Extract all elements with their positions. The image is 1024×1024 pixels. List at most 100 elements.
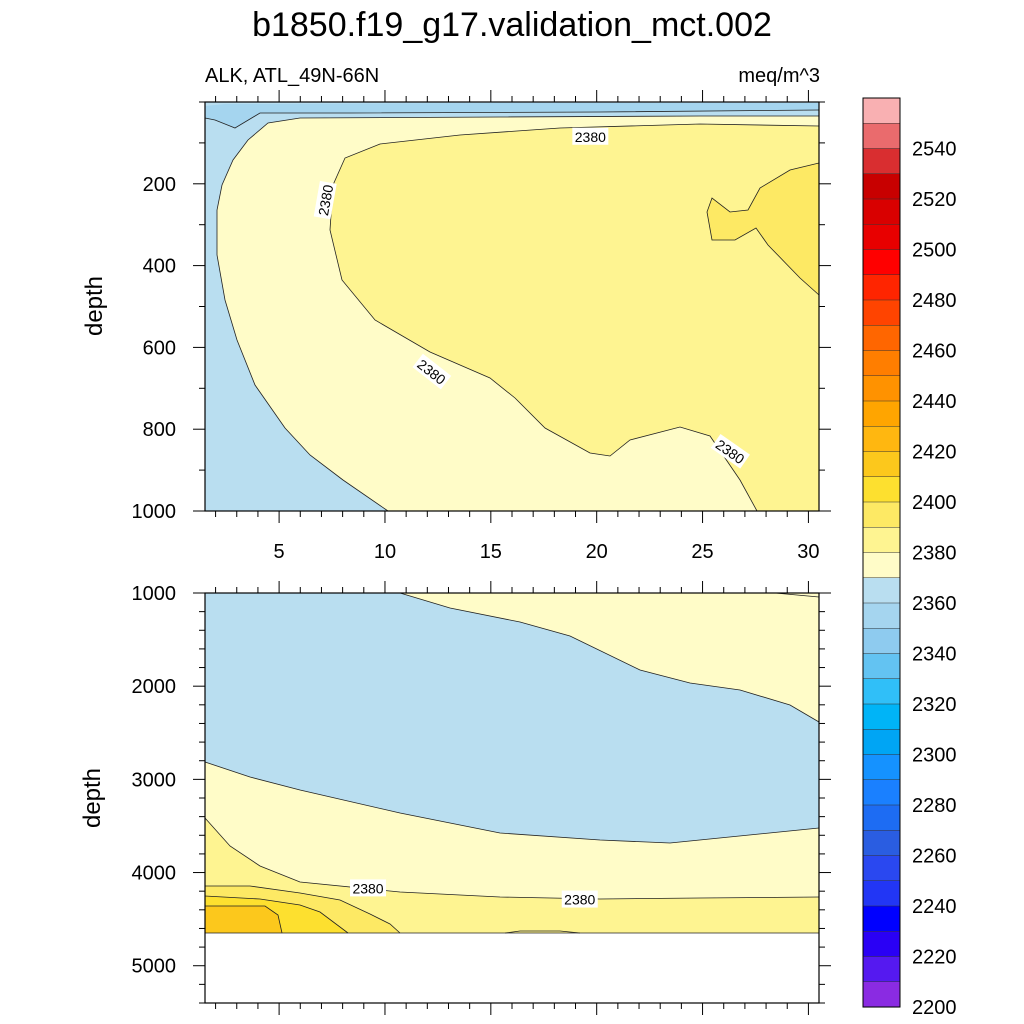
lower-no-data <box>205 933 819 1003</box>
lower-fill-c2360 <box>205 593 819 843</box>
colorbar-swatch <box>862 628 901 655</box>
colorbar-swatch <box>862 804 901 831</box>
lower-fill-c2410 <box>205 906 282 933</box>
upper-line-2350 <box>204 109 820 129</box>
colorbar-swatch <box>862 451 901 478</box>
upper-line-2380 <box>329 123 820 512</box>
y-tick-label: 800 <box>143 419 176 441</box>
upper-fill-c2380 <box>330 124 819 511</box>
colorbar-swatch <box>862 148 901 175</box>
x-tick-label: 30 <box>797 541 819 563</box>
upper-y-axis: 200 400 600 800 1000 <box>132 101 831 523</box>
colorbar-swatch <box>862 501 901 528</box>
colorbar-swatch <box>862 577 901 604</box>
y-tick-label: 1000 <box>132 583 177 605</box>
lower-line-top <box>774 592 820 598</box>
colorbar-swatch <box>862 779 901 806</box>
lower-contour-lines <box>204 592 820 934</box>
colorbar-swatch <box>862 527 901 554</box>
contour-label: 2380 <box>350 879 387 897</box>
contour-label-bg <box>710 433 750 469</box>
colorbar-swatch <box>862 754 901 781</box>
lower-line-2390 <box>205 885 401 934</box>
colorbar-swatch <box>862 981 901 1008</box>
upper-fill-c2360 <box>205 102 819 511</box>
colorbar-swatch <box>862 400 901 427</box>
lower-x-axis <box>215 581 809 1015</box>
upper-fill-c2390 <box>707 163 819 295</box>
lower-y-axis: 1000 2000 3000 4000 5000 <box>132 583 831 1004</box>
y-tick-label: 3000 <box>132 769 177 791</box>
colorbar-swatch <box>862 224 901 251</box>
colorbar-swatch <box>862 426 901 453</box>
colorbar-swatch <box>862 653 901 680</box>
variable-label: ALK, ATL_49N-66N <box>205 65 379 87</box>
colorbar-swatch <box>862 476 901 503</box>
upper-line-2390 <box>706 162 820 296</box>
colorbar-label: 2340 <box>912 644 957 666</box>
contour-label: 2380 <box>313 180 337 220</box>
upper-fills <box>205 102 819 511</box>
colorbar-swatch <box>862 931 901 958</box>
colorbar-swatch <box>862 602 901 629</box>
colorbar-label: 2280 <box>912 795 957 817</box>
colorbar-swatch <box>862 325 901 352</box>
colorbar-swatch <box>862 855 901 882</box>
contour-label-text: 2380 <box>315 183 336 217</box>
y-tick-label: 4000 <box>132 863 177 885</box>
colorbar-label: 2460 <box>912 341 957 363</box>
colorbar-label: 2480 <box>912 290 957 312</box>
colorbar-swatch <box>862 249 901 276</box>
contour-label-text: 2380 <box>564 892 595 908</box>
colorbar-label: 2500 <box>912 240 957 262</box>
y-tick-label: 2000 <box>132 676 177 698</box>
colorbar-label: 2300 <box>912 745 957 767</box>
upper-y-label: depth <box>81 276 108 336</box>
upper-x-axis: 5 10 15 20 25 30 <box>215 90 820 563</box>
contour-label-bg <box>412 353 452 390</box>
contour-label-bg <box>561 890 598 908</box>
lower-line-2360-b <box>204 761 820 844</box>
colorbar-swatch <box>862 678 901 705</box>
colorbar-label: 2360 <box>912 593 957 615</box>
colorbar-label: 2220 <box>912 947 957 969</box>
colorbar-swatch <box>862 173 901 200</box>
contour-label-bg <box>350 879 387 897</box>
colorbar-label: 2540 <box>912 139 957 161</box>
colorbar-label: 2200 <box>912 997 957 1019</box>
colorbar-swatch <box>862 350 901 377</box>
upper-contour-lines <box>204 109 820 512</box>
colorbar-swatch <box>862 880 901 907</box>
colorbar-swatch <box>862 299 901 326</box>
contour-label-text: 2380 <box>352 880 383 896</box>
colorbar: 2540 2520 2500 2480 2460 2440 2420 2400 2380 2360… <box>862 97 957 1019</box>
x-tick-label: 15 <box>480 541 502 563</box>
contour-label: 2380 <box>561 890 598 908</box>
lower-fills <box>205 593 819 1003</box>
contour-label-bg <box>313 180 337 220</box>
upper-fill-c2350 <box>205 103 819 128</box>
colorbar-frame <box>862 97 901 1008</box>
colorbar-swatch <box>862 830 901 857</box>
x-tick-label: 20 <box>586 541 608 563</box>
colorbar-swatch <box>862 198 901 225</box>
colorbar-label: 2320 <box>912 694 957 716</box>
x-tick-label: 5 <box>274 541 285 563</box>
colorbar-swatch <box>862 552 901 579</box>
lower-contour-labels: 2380 2380 <box>350 879 598 908</box>
y-tick-label: 600 <box>143 337 176 359</box>
x-tick-label: 25 <box>691 541 713 563</box>
colorbar-swatch <box>862 956 901 983</box>
contour-label-bg <box>572 127 609 145</box>
colorbar-label: 2380 <box>912 543 957 565</box>
colorbar-swatch <box>862 274 901 301</box>
colorbar-swatch <box>862 729 901 756</box>
lower-line-2410 <box>205 905 283 934</box>
colorbar-swatch <box>862 123 901 150</box>
x-tick-label: 10 <box>374 541 396 563</box>
units-label: meq/m^3 <box>738 65 820 87</box>
contour-label: 2380 <box>572 127 609 145</box>
y-tick-label: 200 <box>143 174 176 196</box>
lower-panel: 2380 2380 1000 2000 3000 4000 5000 depth <box>79 581 831 1015</box>
